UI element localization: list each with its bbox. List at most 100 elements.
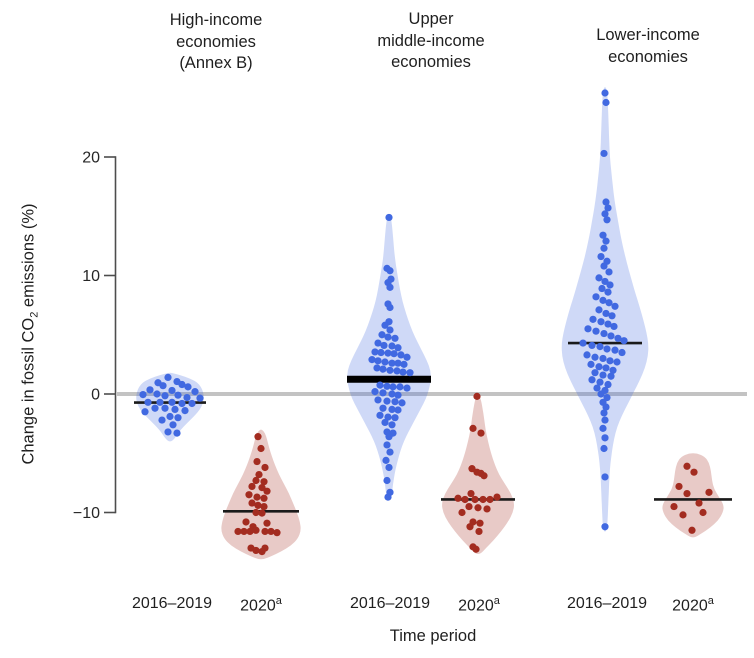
x-label-2016-2019-group1: 2016–2019 [131,595,213,612]
data-point-group2-2016-2019 [383,476,391,485]
data-point-group2-2020 [454,494,462,502]
data-point-group2-2016-2019 [400,360,408,368]
data-point-group2-2016-2019 [389,383,397,391]
data-point-group3-2016-2019 [599,371,607,379]
data-point-group1-2016-2019 [158,416,166,424]
data-point-group3-2016-2019 [595,363,603,371]
data-point-group3-2016-2019 [600,329,608,338]
data-point-group3-2016-2019 [599,424,607,432]
data-point-group1-2020 [252,526,260,534]
data-point-group1-2020 [263,519,271,527]
data-point-group3-2016-2019 [601,89,609,97]
data-point-group3-2016-2019 [608,312,616,320]
data-point-group2-2020 [475,527,483,536]
data-point-group2-2016-2019 [403,353,411,361]
data-point-group3-2016-2019 [618,348,626,357]
data-point-group2-2020 [479,495,487,504]
data-point-group2-2016-2019 [377,348,385,357]
data-point-group3-2016-2019 [600,409,608,417]
data-point-group1-2020 [254,501,262,509]
data-point-group3-2016-2019 [601,434,609,442]
data-point-group2-2016-2019 [391,398,399,406]
x-label-2020-group1-text: 2020 [240,597,276,615]
data-point-group1-2016-2019 [156,398,164,406]
data-point-group2-2020 [473,392,481,400]
data-point-group3-2016-2019 [597,390,605,398]
data-point-group2-2016-2019 [394,359,402,367]
violin-group3-2020 [662,453,724,538]
data-point-group1-2020 [260,502,268,511]
data-point-group1-2016-2019 [159,382,167,390]
data-point-group2-2016-2019 [384,493,392,501]
data-point-group1-2020 [255,470,263,479]
y-axis-tick-label: −10 [73,505,100,522]
y-axis-tick-label: 20 [82,150,100,167]
x-label-2020-group2-text: 2020 [458,597,494,615]
x-label-2020-group3-text: 2020 [672,597,708,615]
data-point-group3-2016-2019 [604,320,612,328]
data-point-group2-2020 [483,505,491,513]
data-point-group1-2020 [246,527,254,536]
data-point-group1-2020 [252,508,260,517]
data-point-group2-2016-2019 [388,421,396,429]
data-point-group2-2016-2019 [385,463,393,472]
data-point-group2-2016-2019 [379,404,387,412]
data-point-group3-2016-2019 [601,277,609,286]
data-point-group2-2016-2019 [391,414,399,422]
data-point-group1-2016-2019 [164,428,172,436]
data-point-group2-2016-2019 [376,381,384,389]
data-point-group2-2016-2019 [386,267,394,275]
data-point-group3-2016-2019 [588,376,596,384]
data-point-group1-2020 [245,491,253,499]
data-point-group3-2016-2019 [606,357,614,365]
data-point-group3-2016-2019 [607,372,615,380]
x-label-2020-group1: 2020a [240,595,282,615]
data-point-group2-2020 [466,523,474,531]
data-point-group2-2016-2019 [388,342,396,350]
data-point-group3-2016-2019 [591,353,599,361]
data-point-group3-2016-2019 [599,296,607,304]
data-point-group2-2016-2019 [391,334,399,342]
data-point-group2-2016-2019 [399,368,407,376]
data-point-group3-2016-2019 [592,293,600,301]
data-point-group2-2020 [474,504,482,512]
data-point-group3-2016-2019 [606,281,614,289]
data-point-group2-2020 [468,465,476,473]
data-point-group3-2016-2019 [611,302,619,310]
data-point-group3-2016-2019 [595,306,603,314]
data-point-group2-2016-2019 [390,350,398,358]
data-point-group1-2016-2019 [184,383,192,391]
data-point-group1-2016-2019 [151,404,159,412]
data-point-group2-2016-2019 [378,331,386,339]
data-point-group2-2020 [480,472,488,480]
data-point-group3-2016-2019 [607,332,615,340]
data-point-group1-2016-2019 [191,388,199,396]
data-point-group2-2016-2019 [397,351,405,359]
data-point-group2-2016-2019 [374,357,382,365]
x-label-2020-group3: 2020a [672,595,714,615]
data-point-group2-2016-2019 [398,399,406,407]
data-point-group3-2016-2019 [583,351,591,359]
data-point-group3-2020 [695,499,703,507]
data-point-group2-2016-2019 [382,456,390,464]
data-point-group3-2020 [688,526,696,534]
data-point-group2-2016-2019 [384,349,392,357]
data-point-group2-2020 [467,489,475,498]
data-point-group3-2016-2019 [601,210,609,218]
data-point-group2-2016-2019 [388,405,396,414]
data-point-group3-2016-2019 [602,403,610,411]
violin-group3-2016-2019 [561,87,649,532]
data-point-group3-2016-2019 [600,262,608,270]
data-point-group3-2016-2019 [599,354,607,363]
data-point-group1-2016-2019 [174,391,182,399]
data-point-group2-2020 [472,545,480,553]
data-point-group2-2016-2019 [379,389,387,397]
data-point-group3-2016-2019 [591,369,599,377]
data-point-group1-2020 [253,457,261,466]
data-point-group2-2020 [486,495,494,504]
data-point-group1-2016-2019 [146,386,154,394]
data-point-group3-2016-2019 [610,322,618,331]
data-point-group1-2016-2019 [188,399,196,408]
data-point-group1-2016-2019 [168,386,176,395]
